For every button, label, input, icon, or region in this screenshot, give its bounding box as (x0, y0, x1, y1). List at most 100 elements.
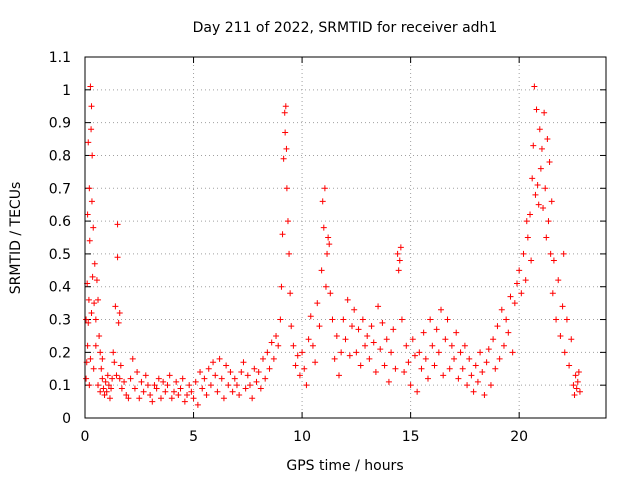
data-point (518, 290, 525, 297)
data-point (190, 395, 197, 402)
data-point (93, 277, 100, 284)
data-point (116, 375, 123, 382)
data-point (116, 309, 123, 316)
data-point (260, 355, 267, 362)
data-point (531, 83, 538, 90)
chart-title: Day 211 of 2022, SRMTID for receiver adh… (193, 20, 498, 36)
data-point (546, 159, 553, 166)
data-point (283, 145, 290, 152)
data-point (522, 277, 529, 284)
data-point (103, 388, 110, 395)
data-point (91, 300, 98, 307)
data-point (520, 250, 527, 257)
data-point (257, 385, 264, 392)
data-point (472, 362, 479, 369)
data-point (394, 250, 401, 257)
y-tick-label: 0.3 (49, 313, 71, 329)
data-point (273, 332, 280, 339)
data-point (513, 280, 520, 287)
data-point (390, 326, 397, 333)
data-point (544, 136, 551, 143)
data-point (427, 316, 434, 323)
data-point (459, 365, 466, 372)
data-point (244, 372, 251, 379)
y-tick-label: 0.6 (49, 214, 71, 230)
y-tick-label: 0.5 (49, 247, 71, 263)
data-point (422, 355, 429, 362)
data-point (307, 313, 314, 320)
data-point (440, 372, 447, 379)
data-point (340, 316, 347, 323)
data-point (325, 234, 332, 241)
data-point (477, 349, 484, 356)
data-point (287, 290, 294, 297)
data-point (106, 395, 113, 402)
data-point (487, 382, 494, 389)
data-point (282, 129, 289, 136)
data-point (322, 283, 329, 290)
data-point (144, 382, 151, 389)
data-point (262, 375, 269, 382)
data-point (424, 375, 431, 382)
data-point (149, 398, 156, 405)
y-tick-label: 0.8 (49, 148, 71, 164)
data-point (242, 385, 249, 392)
data-point (319, 198, 326, 205)
data-point (288, 323, 295, 330)
data-point (283, 185, 290, 192)
data-point (157, 395, 164, 402)
data-point (177, 385, 184, 392)
data-point (351, 306, 358, 313)
data-point (88, 126, 95, 133)
data-point (210, 359, 217, 366)
data-point (118, 385, 125, 392)
data-point (538, 145, 545, 152)
x-tick-label: 10 (293, 429, 311, 445)
data-point (240, 359, 247, 366)
data-point (186, 382, 193, 389)
data-point (344, 296, 351, 303)
data-point (212, 372, 219, 379)
data-point (396, 257, 403, 264)
data-point (112, 303, 119, 310)
data-point (563, 316, 570, 323)
data-point (318, 267, 325, 274)
data-point (83, 316, 90, 323)
data-point (524, 234, 531, 241)
data-point (89, 273, 96, 280)
data-point (111, 359, 118, 366)
data-point (543, 234, 550, 241)
x-tick-label: 0 (81, 429, 90, 445)
data-point (542, 185, 549, 192)
data-point (418, 365, 425, 372)
data-point (218, 375, 225, 382)
data-point (333, 332, 340, 339)
data-point (184, 392, 191, 399)
data-point (88, 309, 95, 316)
data-point (355, 326, 362, 333)
data-point (282, 103, 289, 110)
data-point (523, 218, 530, 225)
data-point (331, 355, 338, 362)
data-point (492, 365, 499, 372)
data-point (392, 365, 399, 372)
data-point (397, 244, 404, 251)
data-point (90, 224, 97, 231)
data-point (548, 198, 555, 205)
data-point (498, 306, 505, 313)
x-tick-label: 15 (402, 429, 420, 445)
data-point (570, 382, 577, 389)
data-point (568, 336, 575, 343)
data-point (383, 336, 390, 343)
plot-frame (84, 56, 607, 419)
data-point (461, 342, 468, 349)
data-point (89, 152, 96, 159)
data-point (255, 369, 262, 376)
data-point (147, 392, 154, 399)
y-tick-label: 0.9 (49, 116, 71, 132)
data-point (92, 316, 99, 323)
data-point (91, 260, 98, 267)
data-point (364, 332, 371, 339)
data-point (530, 142, 537, 149)
data-point (115, 319, 122, 326)
